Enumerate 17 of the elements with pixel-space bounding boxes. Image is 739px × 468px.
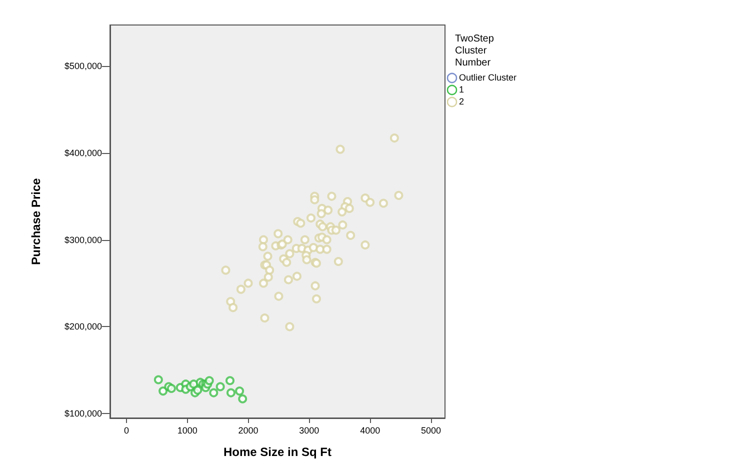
y-tick-label: $200,000	[64, 322, 102, 332]
x-tick-label: 0	[124, 426, 129, 436]
y-tick-label: $400,000	[64, 148, 102, 158]
legend-title: TwoStep Cluster Number	[455, 34, 494, 68]
y-tick-label: $500,000	[64, 60, 102, 71]
x-axis-title: Home Size in Sq Ft	[223, 445, 332, 459]
x-tick-label: 4000	[360, 426, 380, 436]
x-tick-label: 1000	[177, 426, 198, 436]
legend-label: 1	[459, 84, 464, 94]
legend-label: 2	[459, 96, 464, 106]
x-tick-label: 5000	[420, 426, 442, 436]
y-tick-label: $300,000	[64, 234, 102, 245]
y-tick-label: $100,000	[64, 408, 102, 419]
legend-label: Outlier Cluster	[459, 72, 517, 82]
y-axis-title: Purchase Price	[29, 178, 43, 265]
x-tick-label: 3000	[299, 426, 320, 436]
x-tick-label: 2000	[238, 426, 258, 436]
